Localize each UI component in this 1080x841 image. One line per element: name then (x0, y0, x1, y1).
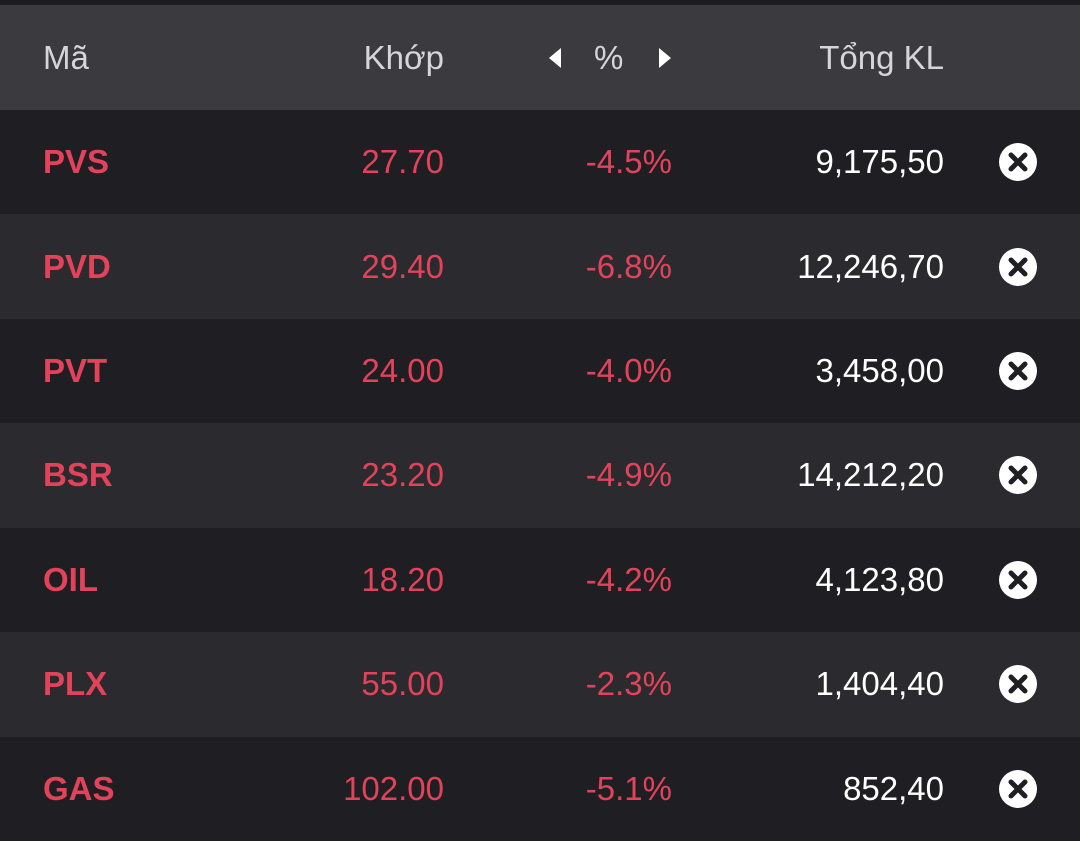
header-price[interactable]: Khớp (363, 39, 444, 76)
price-change: -4.9% (585, 456, 672, 494)
total-volume: 14,212,20 (797, 456, 944, 494)
table-header: Mã Khớp % Tổng KL (0, 5, 1080, 110)
stock-row[interactable]: PVT 24.00 -4.0% 3,458,00 (0, 318, 1080, 424)
match-price: 55.00 (361, 665, 444, 703)
remove-button[interactable] (998, 455, 1038, 495)
stock-symbol: PLX (43, 665, 108, 703)
match-price: 24.00 (361, 352, 444, 390)
match-price: 29.40 (361, 247, 444, 285)
prev-column-arrow[interactable] (548, 47, 562, 69)
total-volume: 12,246,70 (797, 247, 944, 285)
price-change: -5.1% (585, 769, 672, 807)
stock-row[interactable]: PVD 29.40 -6.8% 12,246,70 (0, 214, 1080, 319)
total-volume: 4,123,80 (815, 560, 944, 598)
total-volume: 1,404,40 (815, 665, 944, 703)
match-price: 23.20 (361, 456, 444, 494)
header-symbol[interactable]: Mã (43, 39, 89, 76)
price-change: -6.8% (585, 247, 672, 285)
stock-row[interactable]: PLX 55.00 -2.3% 1,404,40 (0, 632, 1080, 737)
header-change[interactable]: % (594, 39, 624, 76)
header-volume[interactable]: Tổng KL (819, 39, 944, 76)
stock-row[interactable]: GAS 102.00 -5.1% 852,40 (0, 736, 1080, 841)
stock-symbol: PVD (43, 247, 111, 285)
stock-row[interactable]: PVS 27.70 -4.5% 9,175,50 (0, 110, 1080, 215)
total-volume: 3,458,00 (815, 352, 944, 390)
stock-row[interactable]: OIL 18.20 -4.2% 4,123,80 (0, 527, 1080, 633)
stock-symbol: BSR (43, 456, 113, 494)
price-change: -4.5% (585, 143, 672, 181)
remove-button[interactable] (998, 560, 1038, 600)
price-change: -4.0% (585, 352, 672, 390)
remove-button[interactable] (998, 351, 1038, 391)
next-column-arrow[interactable] (658, 47, 672, 69)
match-price: 18.20 (361, 560, 444, 598)
stock-symbol: OIL (43, 560, 98, 598)
price-change: -2.3% (585, 665, 672, 703)
remove-button[interactable] (998, 664, 1038, 704)
match-price: 102.00 (343, 769, 444, 807)
stock-symbol: PVS (43, 143, 110, 181)
total-volume: 9,175,50 (815, 143, 944, 181)
stock-row[interactable]: BSR 23.20 -4.9% 14,212,20 (0, 423, 1080, 528)
remove-button[interactable] (998, 247, 1038, 287)
match-price: 27.70 (361, 143, 444, 181)
stock-symbol: GAS (43, 769, 115, 807)
stock-symbol: PVT (43, 352, 108, 390)
price-change: -4.2% (585, 560, 672, 598)
total-volume: 852,40 (843, 769, 944, 807)
remove-button[interactable] (998, 769, 1038, 809)
remove-button[interactable] (998, 142, 1038, 182)
top-strip (0, 0, 1080, 5)
